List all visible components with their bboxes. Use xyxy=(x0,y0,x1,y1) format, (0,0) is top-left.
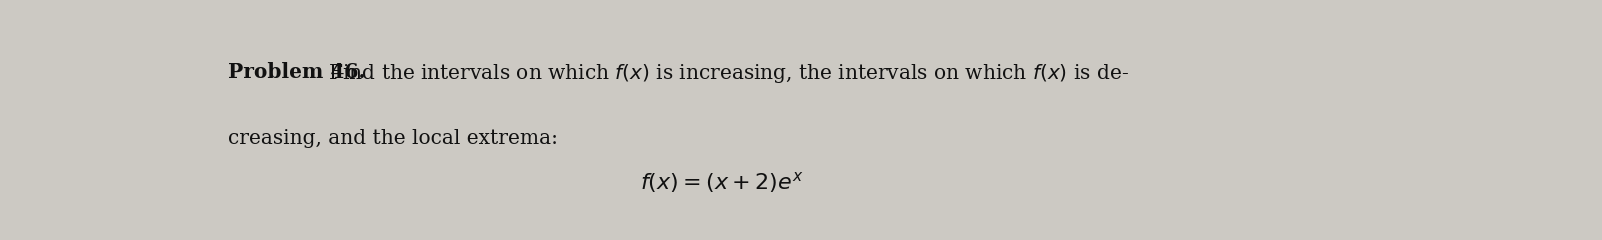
Text: Find the intervals on which $f(x)$ is increasing, the intervals on which $f(x)$ : Find the intervals on which $f(x)$ is in… xyxy=(322,62,1129,85)
Text: $f(x) = (x+2)e^{x}$: $f(x) = (x+2)e^{x}$ xyxy=(639,170,804,195)
Text: Problem 46.: Problem 46. xyxy=(227,62,365,82)
Text: creasing, and the local extrema:: creasing, and the local extrema: xyxy=(227,129,557,148)
